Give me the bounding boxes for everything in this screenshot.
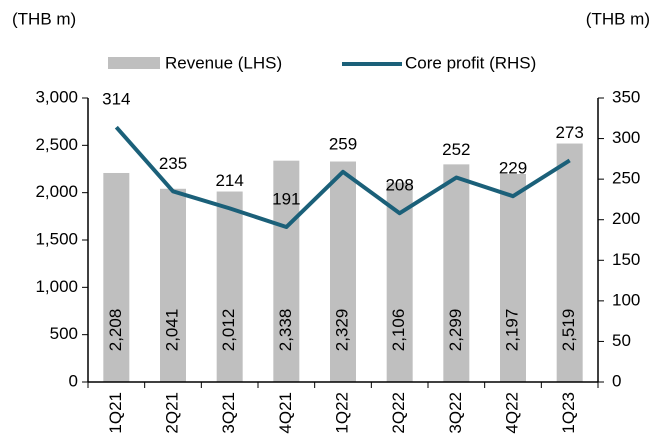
y-tick-label: 1,500: [35, 229, 78, 248]
bar-value-label: 2,197: [502, 309, 521, 352]
x-tick-label: 4Q21: [276, 392, 295, 434]
y2-tick-label: 100: [612, 290, 640, 309]
bar-value-label: 2,106: [389, 309, 408, 352]
bar-value-label: 2,208: [106, 309, 125, 352]
x-tick-label: 3Q22: [446, 392, 465, 434]
bar: [443, 164, 470, 382]
bar-value-label: 2,041: [162, 309, 181, 352]
y-tick-label: 1,000: [35, 277, 78, 296]
x-tick-label: 2Q21: [162, 392, 181, 434]
legend-swatch: [108, 57, 160, 69]
y-tick-label: 2,000: [35, 182, 78, 201]
x-tick-label: 2Q22: [389, 392, 408, 434]
line-value-label: 273: [555, 123, 583, 142]
line-value-label: 252: [442, 140, 470, 159]
x-tick-label: 1Q22: [332, 392, 351, 434]
bar: [216, 191, 243, 382]
x-tick-label: 4Q22: [502, 392, 521, 434]
bar: [500, 174, 526, 382]
y-tick-label: 500: [50, 324, 78, 343]
line-value-label: 235: [159, 154, 187, 173]
y2-tick-label: 300: [612, 128, 640, 147]
y2-tick-label: 350: [612, 87, 640, 106]
x-tick-label: 1Q21: [106, 392, 125, 434]
y-axis-label: (THB m): [12, 9, 76, 28]
bar: [273, 160, 300, 382]
legend-label: Core profit (RHS): [405, 53, 536, 72]
y-tick-label: 0: [69, 371, 78, 390]
legend-label: Revenue (LHS): [165, 53, 282, 72]
bar-value-label: 2,012: [219, 309, 238, 352]
line-value-label: 314: [102, 90, 130, 109]
y-tick-label: 2,500: [35, 135, 78, 154]
x-tick-label: 3Q21: [219, 392, 238, 434]
bar: [386, 182, 413, 382]
bar-value-label: 2,299: [446, 309, 465, 352]
y2-tick-label: 50: [612, 331, 631, 350]
bar-value-label: 2,329: [332, 309, 351, 352]
y2-tick-label: 0: [612, 371, 621, 390]
line: [114, 125, 571, 230]
y2-axis-label: (THB m): [586, 9, 650, 28]
bar: [103, 172, 130, 382]
y-tick-label: 3,000: [35, 87, 78, 106]
line-value-label: 191: [272, 190, 300, 209]
x-tick-label: 1Q23: [559, 392, 578, 434]
line-value-label: 214: [215, 171, 243, 190]
line-value-label: 208: [385, 176, 413, 195]
bar-value-label: 2,519: [559, 309, 578, 352]
bar: [160, 188, 186, 382]
bar-value-label: 2,338: [276, 309, 295, 352]
y2-tick-label: 250: [612, 169, 640, 188]
bar: [556, 143, 583, 382]
y2-tick-label: 150: [612, 250, 640, 269]
line-value-label: 229: [499, 159, 527, 178]
bar: [330, 161, 356, 382]
y2-tick-label: 200: [612, 209, 640, 228]
line-value-label: 259: [329, 134, 357, 153]
